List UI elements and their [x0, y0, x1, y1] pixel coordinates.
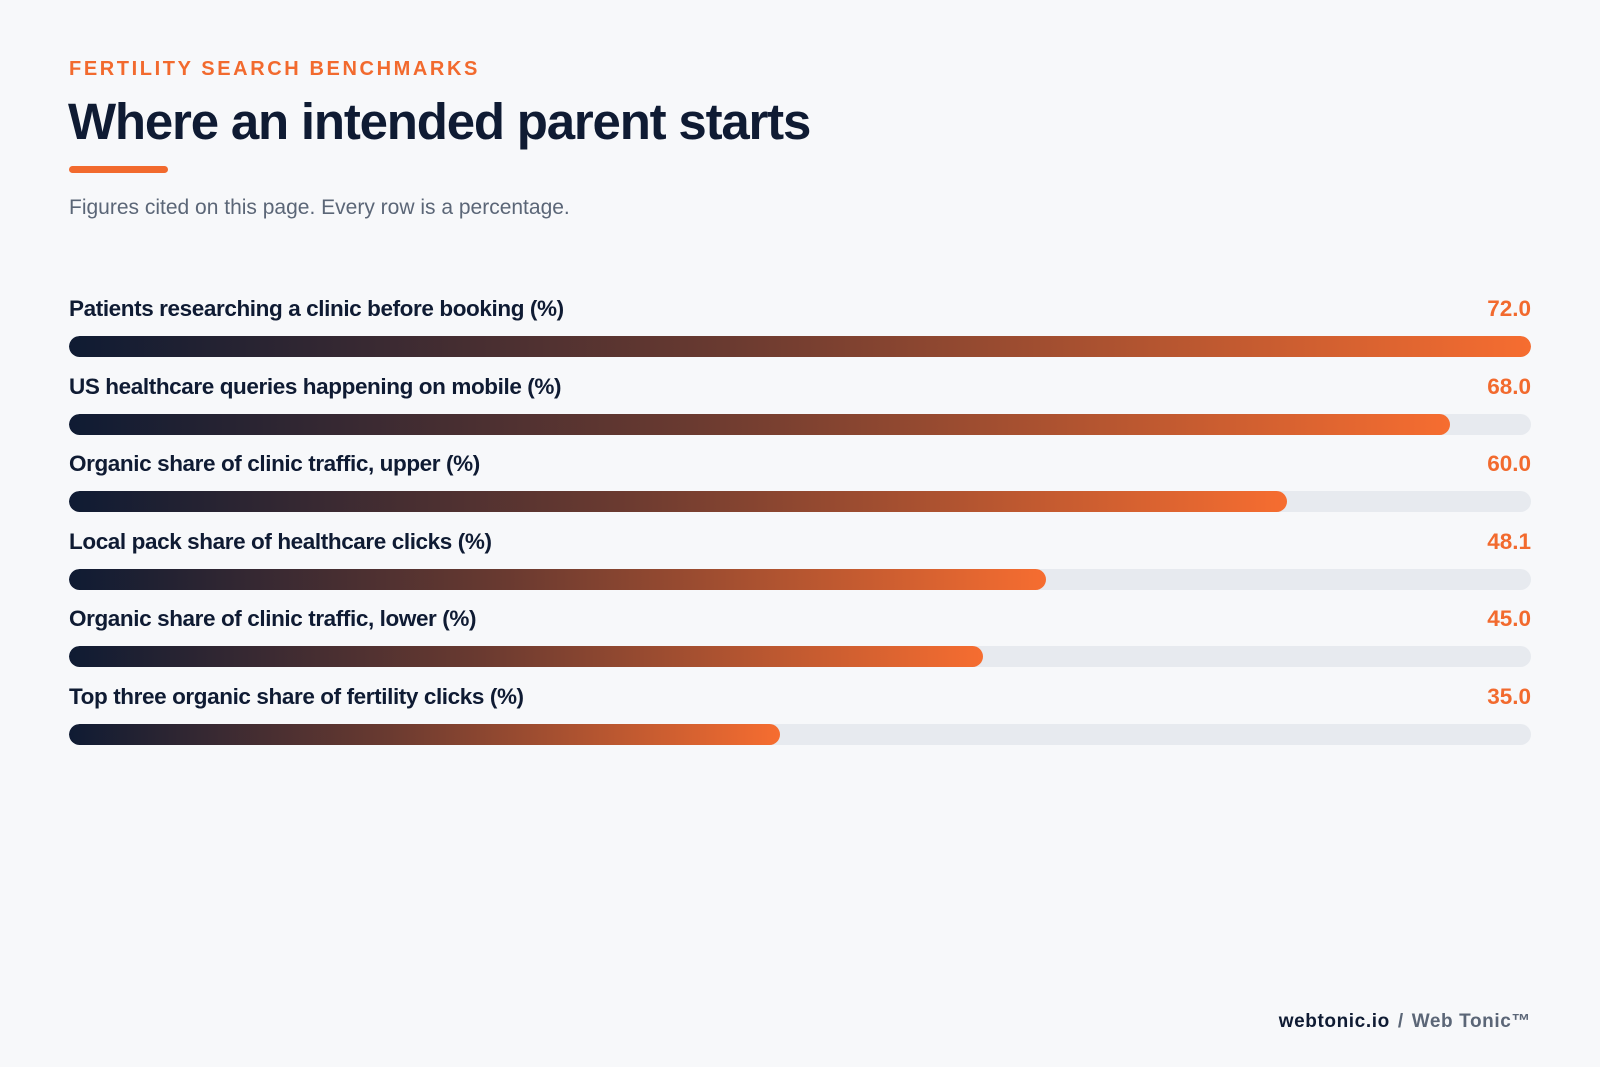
bar-track [69, 413, 1531, 435]
bar-label: Patients researching a clinic before boo… [69, 296, 564, 321]
bar-track [69, 336, 1531, 357]
bar-track [69, 568, 1531, 590]
bar [69, 413, 1450, 435]
bar [69, 491, 1288, 512]
bar-label: Local pack share of healthcare clicks (%… [69, 528, 492, 554]
bar-value-label: 72.0 [1487, 296, 1531, 321]
footer-separator: / [1397, 1011, 1404, 1032]
chart-row: Patients researching a clinic before boo… [69, 296, 1531, 374]
bar-label: Top three organic share of fertility cli… [69, 683, 524, 709]
bar-value-label: 45.0 [1487, 606, 1531, 631]
page-subtitle: Figures cited on this page. Every row is… [69, 196, 570, 219]
page-title: Where an intended parent starts [68, 93, 811, 150]
bar-value-label: 68.0 [1487, 373, 1531, 399]
bar-value-label: 35.0 [1487, 683, 1531, 709]
bar-label: Organic share of clinic traffic, lower (… [69, 606, 477, 631]
bar-value-label: 60.0 [1487, 451, 1531, 476]
chart-row: Top three organic share of fertility cli… [69, 684, 1531, 762]
title-accent-rule [69, 166, 168, 173]
bar [69, 723, 780, 745]
bar-value-label: 48.1 [1487, 528, 1531, 554]
bar-label: Organic share of clinic traffic, upper (… [69, 451, 480, 476]
chart-row: Organic share of clinic traffic, upper (… [69, 451, 1531, 529]
bar [69, 336, 1531, 357]
bar-label: US healthcare queries happening on mobil… [69, 373, 562, 399]
chart-row: US healthcare queries happening on mobil… [69, 374, 1531, 452]
bar-track [69, 491, 1531, 512]
footer-site: webtonic.io [1278, 1011, 1390, 1032]
bar-chart: Patients researching a clinic before boo… [69, 296, 1531, 761]
bar [69, 646, 983, 667]
eyebrow-label: FERTILITY SEARCH BENCHMARKS [69, 58, 480, 80]
bar-track [69, 723, 1531, 745]
footer-brand: Web Tonic™ [1411, 1011, 1531, 1032]
footer-credit: webtonic.io / Web Tonic™ [1279, 1011, 1531, 1033]
chart-row: Organic share of clinic traffic, lower (… [69, 606, 1531, 684]
chart-row: Local pack share of healthcare clicks (%… [69, 529, 1531, 607]
bar [69, 568, 1046, 590]
bar-track [69, 646, 1531, 667]
